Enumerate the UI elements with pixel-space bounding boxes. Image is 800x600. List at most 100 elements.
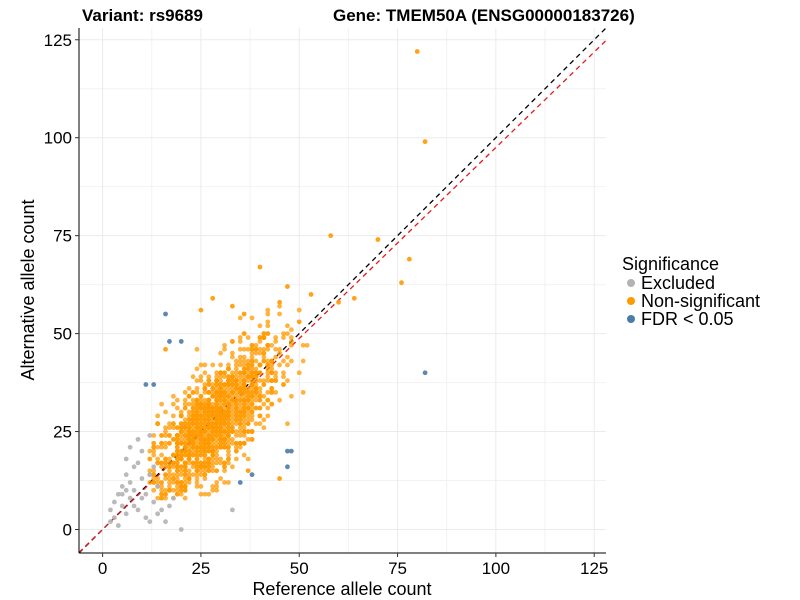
point-non-significant bbox=[198, 464, 204, 470]
point-non-significant bbox=[249, 386, 255, 391]
point-non-significant bbox=[226, 409, 231, 415]
point-non-significant bbox=[206, 409, 212, 415]
point-non-significant bbox=[178, 436, 184, 442]
point-non-significant bbox=[159, 483, 164, 489]
point-excluded bbox=[119, 503, 125, 509]
point-non-significant bbox=[281, 331, 286, 336]
point-non-significant bbox=[218, 417, 223, 423]
point-non-significant bbox=[249, 370, 255, 376]
point-non-significant bbox=[178, 448, 184, 454]
point-non-significant bbox=[241, 386, 247, 391]
point-non-significant bbox=[218, 374, 223, 380]
point-non-significant bbox=[198, 409, 204, 415]
point-non-significant bbox=[222, 405, 227, 411]
point-non-significant bbox=[190, 464, 196, 470]
point-non-significant bbox=[163, 429, 168, 434]
point-non-significant bbox=[218, 350, 223, 356]
point-excluded bbox=[115, 523, 121, 528]
plot-axes: 0 25 50 75 100 125 0 25 50 75 100 125 bbox=[44, 28, 608, 578]
point-non-significant bbox=[190, 429, 196, 434]
point-non-significant bbox=[206, 405, 212, 411]
point-fdr-0-05 bbox=[237, 480, 243, 485]
point-excluded bbox=[123, 456, 129, 462]
point-non-significant bbox=[222, 397, 227, 403]
point-non-significant bbox=[151, 487, 157, 493]
point-non-significant bbox=[265, 370, 271, 376]
point-non-significant bbox=[210, 448, 216, 454]
point-non-significant bbox=[190, 436, 196, 442]
point-non-significant bbox=[222, 389, 227, 395]
point-non-significant bbox=[202, 397, 208, 403]
point-non-significant bbox=[237, 374, 243, 380]
point-non-significant bbox=[190, 425, 196, 431]
point-non-significant bbox=[229, 436, 235, 442]
point-non-significant bbox=[257, 370, 263, 376]
point-non-significant bbox=[151, 444, 157, 450]
point-non-significant bbox=[226, 389, 231, 395]
point-non-significant bbox=[194, 397, 200, 403]
point-non-significant bbox=[214, 460, 220, 466]
point-non-significant bbox=[241, 311, 247, 317]
point-non-significant bbox=[194, 436, 200, 442]
point-non-significant bbox=[265, 311, 271, 317]
point-non-significant bbox=[206, 378, 212, 384]
point-non-significant bbox=[261, 358, 267, 364]
point-non-significant bbox=[210, 413, 216, 419]
y-tick-label: 125 bbox=[44, 31, 72, 50]
point-non-significant bbox=[186, 480, 192, 485]
point-non-significant bbox=[273, 370, 279, 376]
point-non-significant bbox=[202, 460, 208, 466]
point-non-significant bbox=[233, 393, 239, 399]
point-non-significant bbox=[257, 362, 263, 368]
point-fdr-0-05 bbox=[285, 464, 290, 470]
point-non-significant bbox=[194, 480, 200, 485]
point-non-significant bbox=[226, 374, 231, 380]
point-non-significant bbox=[226, 429, 231, 434]
point-non-significant bbox=[261, 393, 267, 399]
point-non-significant bbox=[202, 429, 208, 434]
point-non-significant bbox=[218, 386, 223, 391]
point-non-significant bbox=[202, 370, 208, 376]
point-non-significant bbox=[198, 429, 204, 434]
point-non-significant bbox=[163, 444, 168, 450]
point-non-significant bbox=[210, 362, 216, 368]
point-non-significant bbox=[182, 495, 188, 501]
point-non-significant bbox=[194, 440, 200, 446]
point-non-significant bbox=[226, 417, 231, 423]
point-non-significant bbox=[163, 495, 168, 501]
reference-line-fit bbox=[78, 40, 607, 553]
point-non-significant bbox=[151, 476, 157, 481]
point-non-significant bbox=[226, 401, 231, 407]
point-non-significant bbox=[300, 389, 306, 395]
point-non-significant bbox=[163, 409, 168, 415]
point-non-significant bbox=[245, 436, 251, 442]
point-non-significant bbox=[167, 456, 172, 462]
point-non-significant bbox=[253, 346, 259, 352]
point-non-significant bbox=[253, 358, 259, 364]
point-non-significant bbox=[241, 354, 247, 360]
point-non-significant bbox=[174, 444, 180, 450]
point-non-significant bbox=[245, 468, 251, 474]
point-non-significant bbox=[277, 350, 282, 356]
point-non-significant bbox=[237, 417, 243, 423]
point-non-significant bbox=[229, 339, 235, 344]
point-non-significant bbox=[229, 429, 235, 434]
point-non-significant bbox=[245, 362, 251, 368]
point-non-significant bbox=[241, 440, 247, 446]
point-non-significant bbox=[186, 425, 192, 431]
point-non-significant bbox=[170, 425, 176, 431]
point-non-significant bbox=[245, 374, 251, 380]
point-non-significant bbox=[214, 382, 220, 387]
point-non-significant bbox=[249, 436, 255, 442]
point-non-significant bbox=[222, 374, 227, 380]
point-fdr-0-05 bbox=[163, 311, 168, 317]
point-excluded bbox=[127, 480, 133, 485]
point-non-significant bbox=[237, 433, 243, 438]
point-non-significant bbox=[273, 378, 279, 384]
point-non-significant bbox=[214, 468, 220, 474]
point-non-significant bbox=[194, 433, 200, 438]
point-non-significant bbox=[147, 468, 153, 474]
point-non-significant bbox=[237, 413, 243, 419]
legend-label: Non-significant bbox=[641, 291, 760, 311]
point-non-significant bbox=[210, 468, 216, 474]
